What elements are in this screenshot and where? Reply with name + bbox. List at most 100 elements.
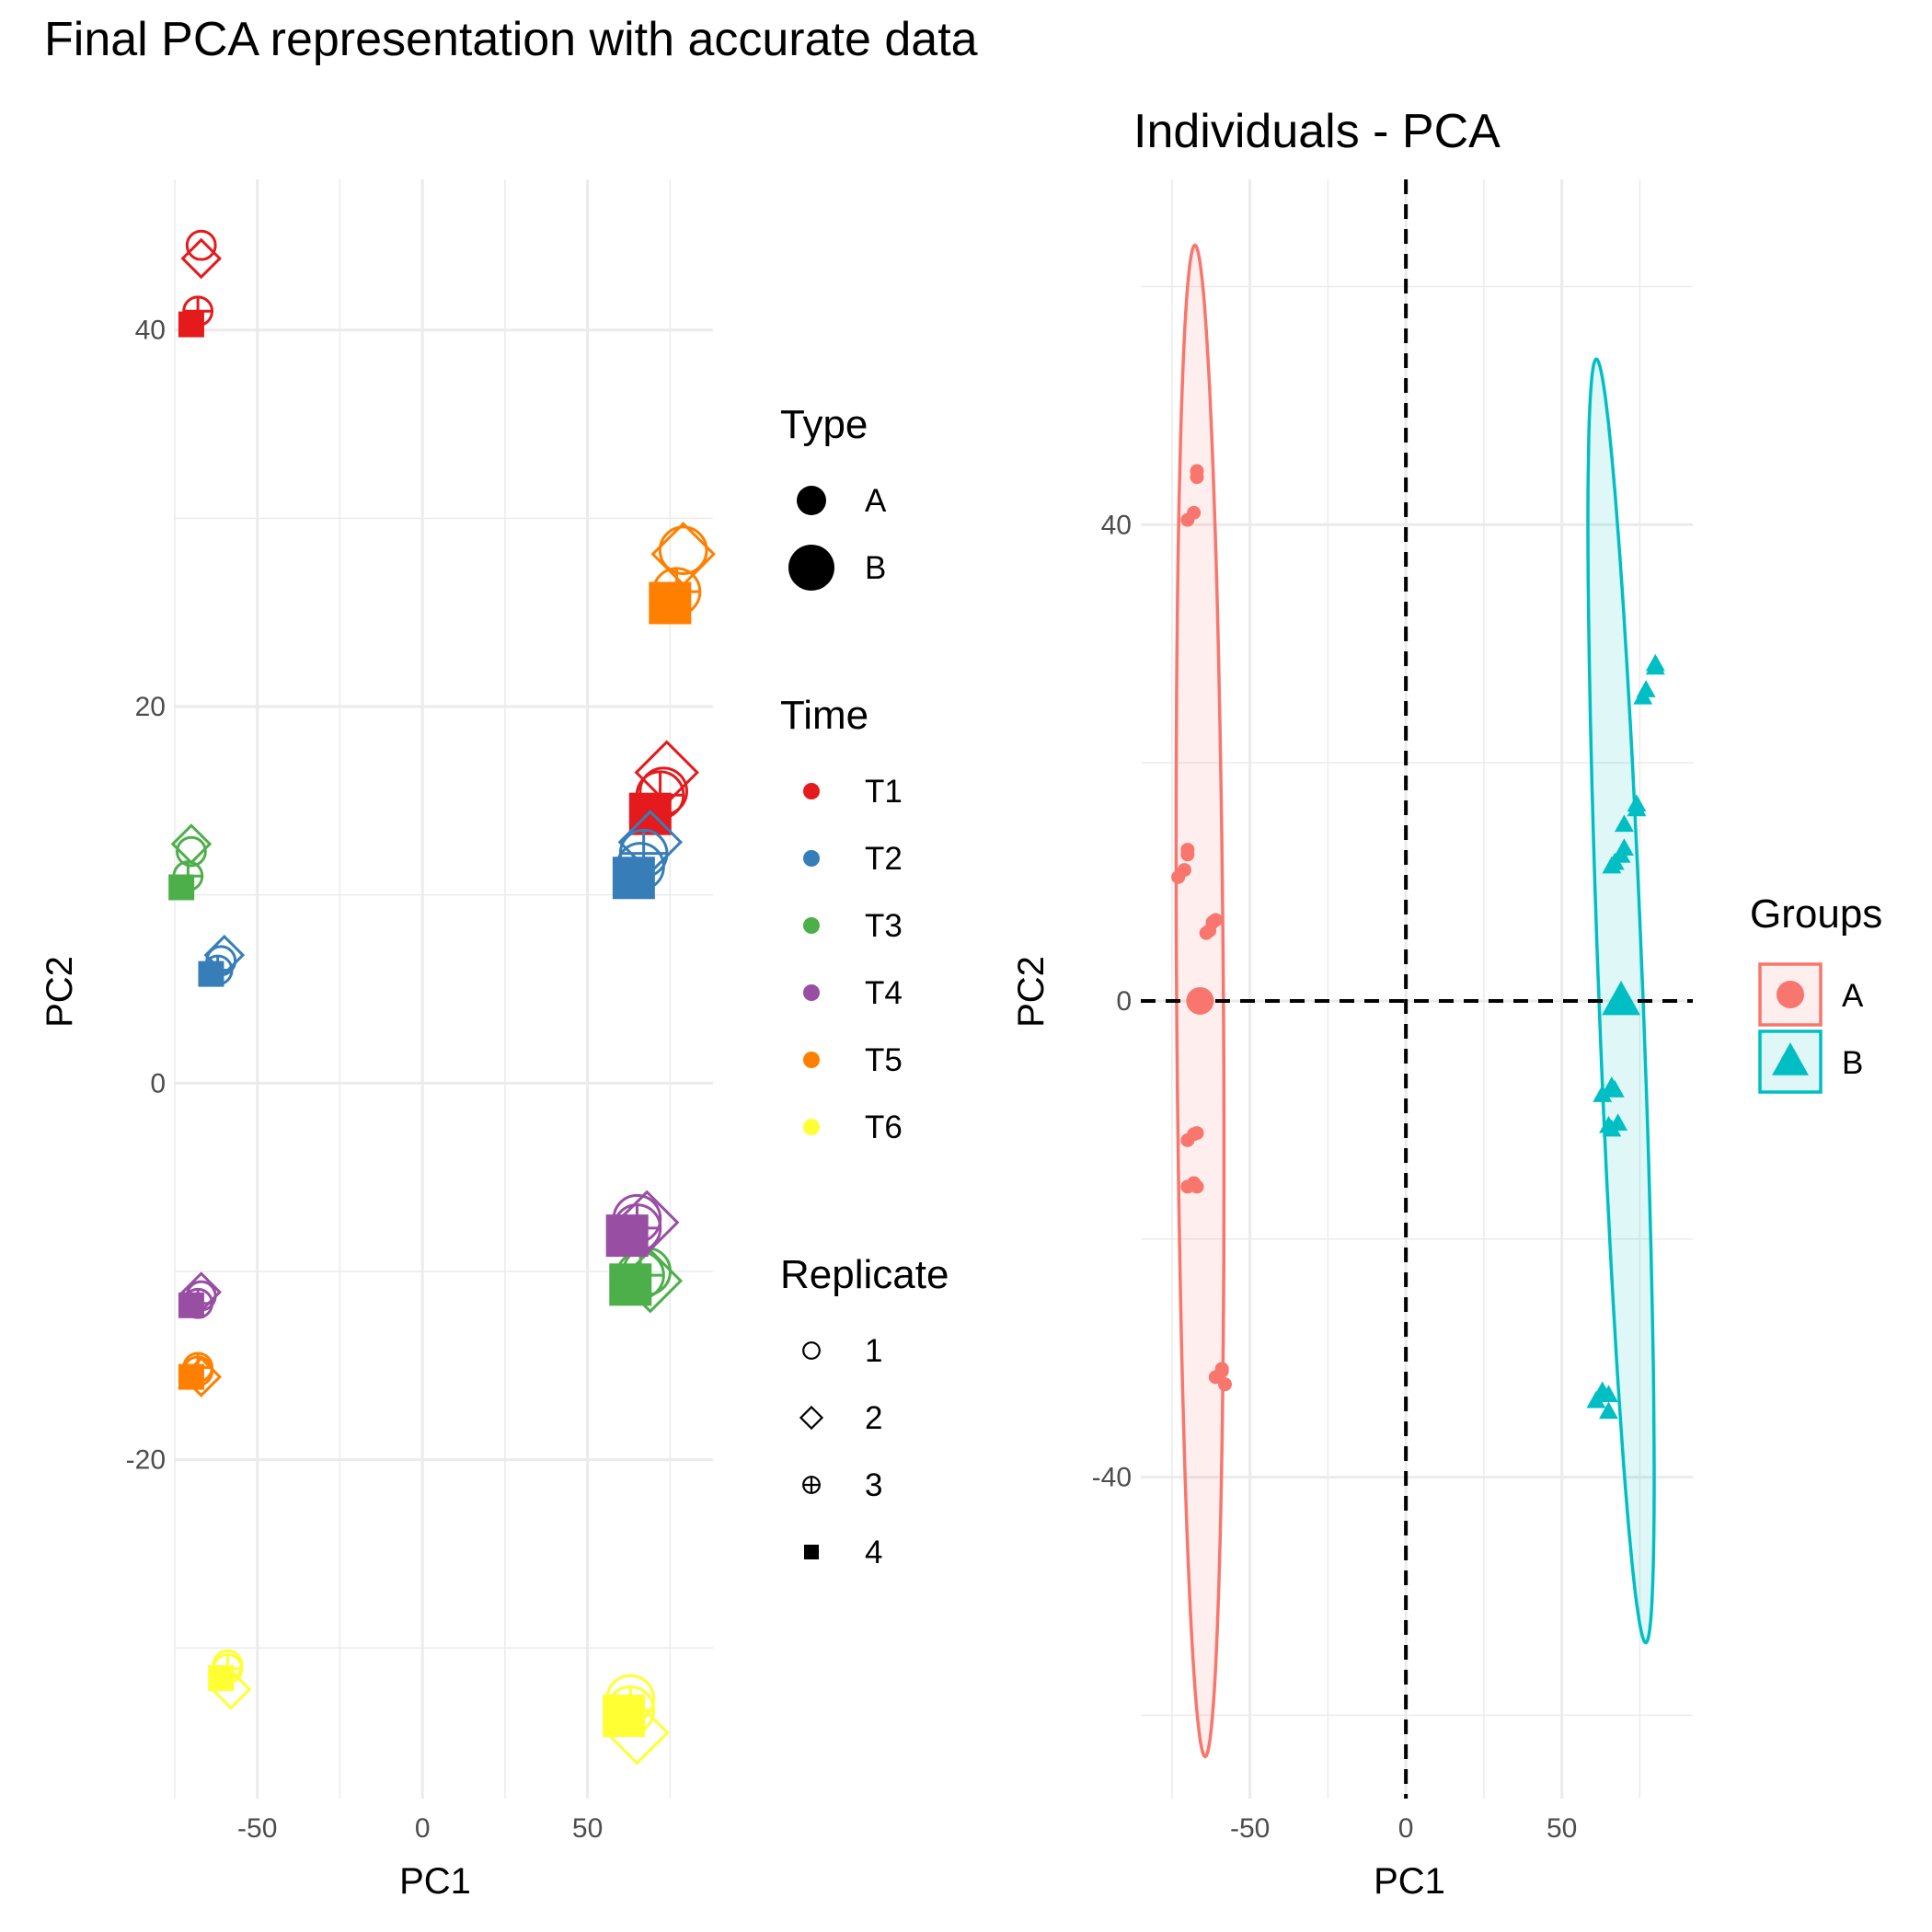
legend-label: T2: [865, 841, 903, 877]
right-panel-title: Individuals - PCA: [1133, 105, 1501, 158]
right-y-axis-label: PC2: [1011, 956, 1052, 1028]
point-group-b: [1645, 657, 1665, 675]
legend-key-time-T4: [803, 984, 820, 1001]
point-group-a: [1180, 512, 1195, 527]
legend-label: B: [1842, 1045, 1863, 1081]
left-y-tick-label: -20: [126, 1445, 166, 1476]
left-grid: [174, 179, 713, 1799]
data-point: [168, 874, 195, 901]
left-x-tick-label: 0: [415, 1813, 431, 1844]
point-group-b: [1593, 1085, 1613, 1102]
right-pca-panel: Individuals - PCA -50 0 50 -40 0 40 PC1 PC2: [1011, 105, 1693, 1902]
data-point: [658, 525, 708, 575]
left-x-tick-label: 50: [572, 1813, 603, 1844]
point-group-b: [1586, 1390, 1606, 1409]
groups-legend-title: Groups: [1750, 891, 1882, 937]
point-group-b: [1602, 1119, 1622, 1137]
group-mean-b: [1602, 980, 1640, 1016]
data-point: [198, 960, 224, 987]
legend-label: T4: [865, 975, 903, 1011]
legend-label: T1: [865, 774, 903, 810]
point-group-b: [1627, 799, 1647, 817]
data-point: [178, 1292, 204, 1318]
legend-key-time-T6: [803, 1119, 820, 1135]
point-group-b: [1614, 814, 1634, 833]
left-y-tick-label: 0: [150, 1068, 166, 1098]
data-point: [180, 237, 222, 280]
data-point: [178, 1363, 204, 1390]
legend-label: 3: [865, 1467, 882, 1503]
legend-title-time: Time: [780, 693, 868, 738]
data-point: [603, 1694, 646, 1737]
figure-title: Final PCA representation with accurate d…: [44, 13, 978, 66]
right-y-tick-labels: -40 0 40: [1092, 510, 1132, 1492]
left-x-axis-label: PC1: [399, 1861, 471, 1902]
legend-key-marker-b: [1772, 1042, 1809, 1075]
data-point: [609, 1263, 652, 1306]
legend-label: B: [865, 550, 886, 586]
right-reference-lines: [1141, 179, 1693, 1799]
legend-label: A: [865, 483, 887, 519]
left-points: [168, 229, 716, 1765]
legend-key-type-A: [797, 486, 826, 515]
legend-title-replicate: Replicate: [780, 1252, 949, 1297]
point-group-a: [1190, 470, 1204, 485]
legend-label: T6: [865, 1110, 903, 1145]
point-group-a: [1190, 1126, 1204, 1141]
left-y-tick-labels: -20 0 20 40: [126, 316, 166, 1476]
left-legends: Type AB Time T1 T2 T3 T4 T5 T6 Replicate 1 2 3 4: [780, 402, 949, 1570]
left-x-tick-labels: -50 0 50: [237, 1813, 603, 1844]
data-point: [649, 581, 692, 625]
left-x-tick-label: -50: [237, 1813, 277, 1844]
right-x-axis-label: PC1: [1374, 1861, 1445, 1902]
legend-key-time-T3: [803, 917, 820, 934]
right-x-tick-label: -50: [1230, 1813, 1270, 1844]
legend-label: T5: [865, 1042, 903, 1078]
point-group-b: [1604, 1080, 1625, 1098]
left-y-axis-label: PC2: [40, 956, 80, 1028]
right-x-tick-label: 0: [1398, 1813, 1414, 1844]
right-x-tick-label: 50: [1547, 1813, 1577, 1844]
legend-label: 2: [865, 1400, 882, 1436]
data-point: [605, 1214, 649, 1258]
point-group-b: [1599, 1385, 1618, 1402]
left-pca-panel: -50 0 50 -20 0 20 40 PC1 PC2: [40, 179, 716, 1902]
point-group-a: [1214, 1363, 1229, 1378]
data-point: [612, 857, 655, 900]
legend-title-type: Type: [780, 402, 868, 447]
groups-legend: Groups AB: [1750, 891, 1882, 1094]
point-group-b: [1633, 686, 1653, 705]
right-points: [1171, 464, 1665, 1420]
point-group-a: [1208, 913, 1223, 927]
left-y-tick-label: 20: [135, 692, 166, 722]
data-point: [178, 311, 204, 338]
legend-key-replicate-2: [799, 1405, 824, 1431]
point-group-a: [1218, 1377, 1233, 1392]
data-point: [176, 835, 207, 868]
legend-label: 4: [865, 1535, 882, 1570]
right-x-tick-labels: -50 0 50: [1230, 1813, 1577, 1844]
left-y-tick-label: 40: [135, 316, 166, 346]
data-point: [208, 1665, 235, 1692]
legend-key-marker-a: [1777, 981, 1804, 1008]
legend-key-time-T2: [803, 850, 820, 867]
legend-key-time-T1: [803, 783, 820, 799]
legend-label: A: [1842, 978, 1864, 1014]
data-point: [628, 792, 672, 835]
legend-key-replicate-1: [802, 1341, 821, 1360]
group-mean-a: [1186, 986, 1214, 1015]
legend-key-replicate-4: [804, 1545, 819, 1559]
right-y-tick-label: 0: [1116, 986, 1132, 1017]
legend-key-replicate-3: [802, 1476, 821, 1494]
right-y-tick-label: 40: [1101, 510, 1132, 540]
right-y-tick-label: -40: [1092, 1463, 1132, 1493]
legend-key-time-T5: [803, 1052, 820, 1068]
legend-label: T3: [865, 908, 903, 944]
point-group-a: [1180, 847, 1195, 862]
point-group-b: [1604, 852, 1625, 870]
point-group-a: [1199, 926, 1213, 940]
point-group-a: [1171, 869, 1186, 884]
legend-key-type-B: [788, 545, 834, 591]
